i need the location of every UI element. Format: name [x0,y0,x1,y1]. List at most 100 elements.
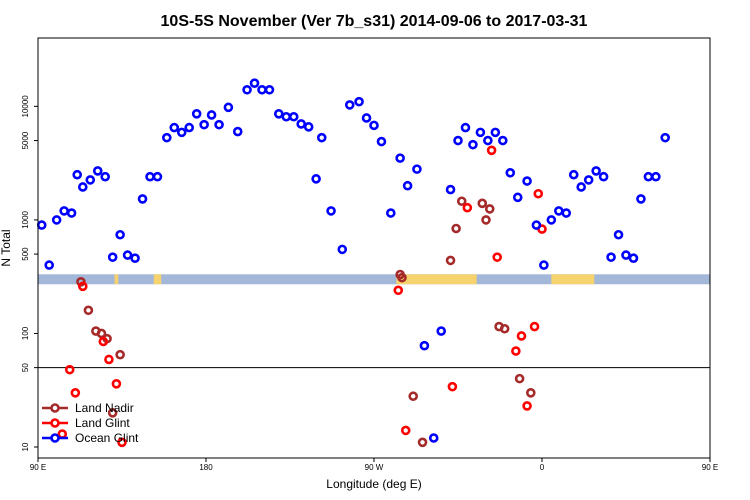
point-land-nadir [76,277,86,287]
point-land-nadir [115,349,125,360]
point-ocean-glint [242,84,252,95]
land-segment [396,274,477,285]
point-ocean-glint [100,171,110,182]
point-ocean-glint [561,208,572,218]
point-land-nadir [484,204,495,214]
point-land-glint [57,429,68,439]
point-ocean-glint [206,110,217,120]
point-ocean-glint [326,206,336,216]
chart-title: 10S-5S November (Ver 7b_s31) 2014-09-06 … [161,13,588,30]
point-ocean-glint [51,215,62,225]
point-ocean-glint [591,166,601,176]
point-ocean-glint [72,169,82,180]
point-ocean-glint [445,184,456,195]
point-ocean-glint [395,153,405,163]
point-ocean-glint [512,192,523,203]
point-ocean-glint [643,171,654,182]
legend-swatch-marker [50,418,60,428]
point-ocean-glint [468,139,478,150]
legend-label: Land Nadir [75,401,134,415]
x-tick-label: 90 E [30,463,46,472]
point-ocean-glint [497,135,508,146]
plot-frame [37,37,711,459]
point-land-glint [111,379,122,389]
point-land-nadir [83,305,94,316]
land-segment [153,274,162,285]
series-land-nadir [76,196,536,448]
series-land-glint [57,145,547,448]
point-ocean-glint [316,132,327,143]
series-ocean-glint [36,78,671,443]
point-land-nadir [107,408,118,418]
legend-swatch-marker [50,403,60,413]
legend-item-land-nadir: Land Nadir [42,401,134,415]
point-ocean-glint [354,96,364,107]
point-land-nadir [417,437,428,448]
x-tick-label: 0 [540,463,545,472]
point-ocean-glint [428,433,439,443]
point-land-nadir [514,373,525,384]
point-ocean-glint [402,180,413,191]
point-ocean-glint [223,102,234,113]
point-ocean-glint [122,250,133,260]
y-tick-label: 10000 [21,95,30,118]
legend-label: Land Glint [75,416,130,430]
point-ocean-glint [539,260,549,270]
point-ocean-glint [281,111,292,122]
point-land-glint [533,188,544,199]
legend-label: Ocean Glint [75,431,139,445]
point-land-nadir [456,196,467,207]
point-ocean-glint [419,340,430,351]
point-land-nadir [408,391,419,402]
legend-swatch-marker [50,433,60,443]
point-land-glint [117,437,127,448]
point-ocean-glint [606,252,616,262]
point-ocean-glint [460,122,471,133]
y-tick-label: 50 [21,363,30,372]
point-land-nadir [445,255,456,266]
point-ocean-glint [184,122,194,133]
point-ocean-glint [483,135,493,146]
point-ocean-glint [621,250,631,260]
land-segment [551,274,595,285]
point-land-nadir [397,272,407,283]
point-ocean-glint [337,244,348,255]
x-axis-label: Longitude (deg E) [326,477,421,491]
point-ocean-glint [257,84,267,95]
point-ocean-glint [232,126,243,137]
point-ocean-glint [288,111,299,122]
point-ocean-glint [162,132,172,143]
point-ocean-glint [296,119,307,129]
point-ocean-glint [264,84,275,95]
point-ocean-glint [436,326,447,336]
y-tick-label: 1000 [21,210,30,228]
point-ocean-glint [311,174,321,184]
point-ocean-glint [505,167,516,178]
point-ocean-glint [598,171,609,182]
land-segment [114,274,119,285]
x-tick-label: 180 [199,463,213,472]
point-land-nadir [499,323,510,334]
point-land-glint [70,388,81,398]
point-land-glint [516,331,527,341]
point-ocean-glint [36,220,47,230]
data-points [36,78,671,448]
point-ocean-glint [369,120,379,131]
point-land-glint [78,281,88,292]
point-ocean-glint [546,215,557,225]
y-tick-label: 5000 [21,131,30,149]
ocean-strip [38,274,710,285]
point-land-glint [522,401,532,411]
point-ocean-glint [85,175,96,185]
point-land-nadir [96,328,107,339]
point-land-nadir [451,223,461,234]
point-land-glint [529,321,540,332]
map-strip [38,274,710,285]
point-ocean-glint [92,166,103,176]
point-ocean-glint [66,208,77,218]
point-land-nadir [525,388,536,398]
point-land-nadir [477,198,488,209]
legend-item-ocean-glint: Ocean Glint [42,431,139,445]
